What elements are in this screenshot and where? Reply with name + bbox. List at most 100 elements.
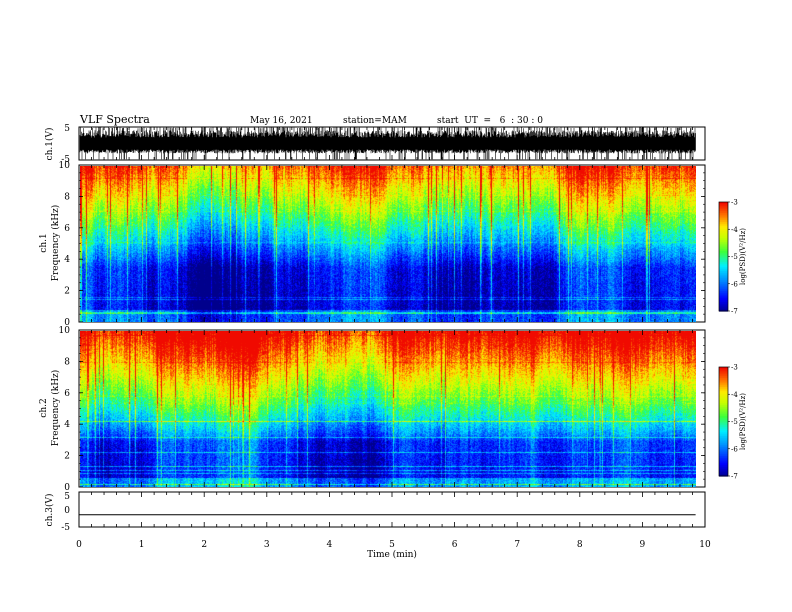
colorbar-segment: [719, 243, 728, 247]
colorbar-segment: [719, 430, 728, 433]
date-label: May 16, 2021: [250, 116, 313, 126]
colorbar-segment: [719, 298, 728, 301]
x-tick-label: 1: [139, 540, 145, 550]
colorbar-segment: [719, 305, 728, 308]
colorbar-tick-label: -5: [731, 418, 738, 426]
colorbar-segment: [719, 220, 728, 223]
colorbar-tick-label: -5: [731, 253, 738, 261]
colorbar-segment: [719, 472, 728, 475]
colorbar-segment: [719, 450, 728, 453]
x-tick-label: 9: [640, 540, 646, 550]
colorbar-segment: [719, 417, 728, 421]
colorbar-tick-label: -7: [731, 308, 738, 316]
x-tick-label: 5: [389, 540, 395, 550]
colorbar-tick-label: -6: [731, 445, 738, 453]
x-tick-label: 10: [699, 540, 711, 550]
colorbar-segment: [719, 292, 728, 296]
colorbar-tick-label: -3: [731, 199, 738, 207]
colorbar-segment: [719, 251, 728, 254]
colorbar-segment: [719, 261, 728, 265]
ch1-spec-ylabel-line1: ch.1: [39, 233, 49, 252]
colorbar-segment: [719, 425, 728, 428]
y-tick-label: 8: [64, 192, 70, 202]
colorbar-segment: [719, 459, 728, 463]
ch2-spec-ylabel-line1: ch.2: [39, 398, 49, 417]
colorbar-segment: [719, 419, 728, 423]
y-tick-label: 8: [64, 357, 70, 367]
ch2-spectrogram-panel: ch.2 Frequency (kHz) 0 2 4 6 8 10 -3 -4 -5 -6 -7 l…: [39, 326, 747, 493]
ch1-ytick-bottom: -5: [61, 155, 70, 165]
x-tick-label: 8: [577, 540, 583, 550]
colorbar-segment: [719, 256, 728, 259]
colorbar-segment: [719, 280, 728, 283]
colorbar-segment: [719, 240, 728, 243]
start-time-label: start UT = 6 : 30 : 0: [437, 116, 543, 126]
ch1-waveform-trace: [79, 127, 696, 160]
colorbar-segment: [719, 254, 728, 258]
colorbar-segment: [719, 385, 728, 388]
ch1-ytick-top: 5: [64, 124, 70, 134]
y-tick-label: 4: [64, 255, 70, 265]
ch1-spectrogram-heatmap: [80, 166, 696, 322]
colorbar-segment: [719, 296, 728, 299]
colorbar-segment: [719, 401, 728, 404]
y-tick-label: 0: [64, 318, 70, 328]
ch3-ytick-mid: 0: [64, 506, 70, 516]
colorbar-segment: [719, 221, 728, 225]
colorbar-segment: [719, 465, 728, 468]
colorbar-segment: [719, 408, 728, 412]
x-tick-label: 6: [452, 540, 458, 550]
colorbar-segment: [719, 439, 728, 443]
colorbar-segment: [719, 236, 728, 239]
colorbar-segment: [719, 452, 728, 455]
colorbar-segment: [719, 291, 728, 294]
ch3-ytick-bottom: -5: [61, 523, 70, 533]
colorbar-segment: [719, 247, 728, 250]
ch1-waveform-panel: 5 -5 ch.1(V): [44, 124, 706, 165]
colorbar-segment: [719, 434, 728, 437]
colorbar-segment: [719, 249, 728, 252]
colorbar-segment: [719, 205, 728, 209]
colorbar-segment: [719, 368, 728, 372]
time-axis: 0 1 2 3 4 5 6 7 8 9 10: [76, 540, 711, 550]
colorbar-segment: [719, 454, 728, 457]
y-tick-label: 10: [59, 326, 71, 336]
colorbar-segment: [719, 281, 728, 285]
colorbar-segment: [719, 456, 728, 459]
colorbar-segment: [719, 441, 728, 444]
colorbar-segment: [719, 276, 728, 279]
colorbar-segment: [719, 370, 728, 374]
colorbar-segment: [719, 470, 728, 473]
colorbar-segment: [719, 269, 728, 272]
ch1-spec-ticks: [78, 165, 706, 322]
colorbar-segment: [719, 414, 728, 417]
colorbar-segment: [719, 267, 728, 270]
colorbar-segment: [719, 381, 728, 384]
ch1-waveform-path: [79, 127, 696, 160]
ch1-spec-ylabel-line2: Frequency (kHz): [50, 205, 61, 282]
colorbar-segment: [719, 428, 728, 432]
colorbar-tick-label: -4: [731, 226, 738, 234]
colorbar-segment: [719, 223, 728, 227]
colorbar-segment: [719, 227, 728, 230]
colorbar-segment: [719, 376, 728, 379]
colorbar-segment: [719, 403, 728, 406]
ch2-spec-ticks: [78, 330, 706, 487]
colorbar-segment: [719, 446, 728, 450]
colorbar-segment: [719, 397, 728, 401]
colorbar-segment: [719, 203, 728, 207]
ch1-waveform-ticks: [78, 127, 706, 160]
colorbar-tick-label: -4: [731, 391, 738, 399]
colorbar-segment: [719, 225, 728, 229]
colorbar-segment: [719, 443, 728, 446]
colorbar-segment: [719, 207, 728, 210]
colorbar-segment: [719, 303, 728, 307]
colorbar-segment: [719, 396, 728, 399]
colorbar-segment: [719, 432, 728, 435]
y-tick-label: 6: [64, 389, 70, 399]
colorbar-segment: [719, 211, 728, 214]
colorbar-segment: [719, 377, 728, 381]
colorbar-segment: [719, 300, 728, 303]
x-tick-label: 4: [327, 540, 333, 550]
